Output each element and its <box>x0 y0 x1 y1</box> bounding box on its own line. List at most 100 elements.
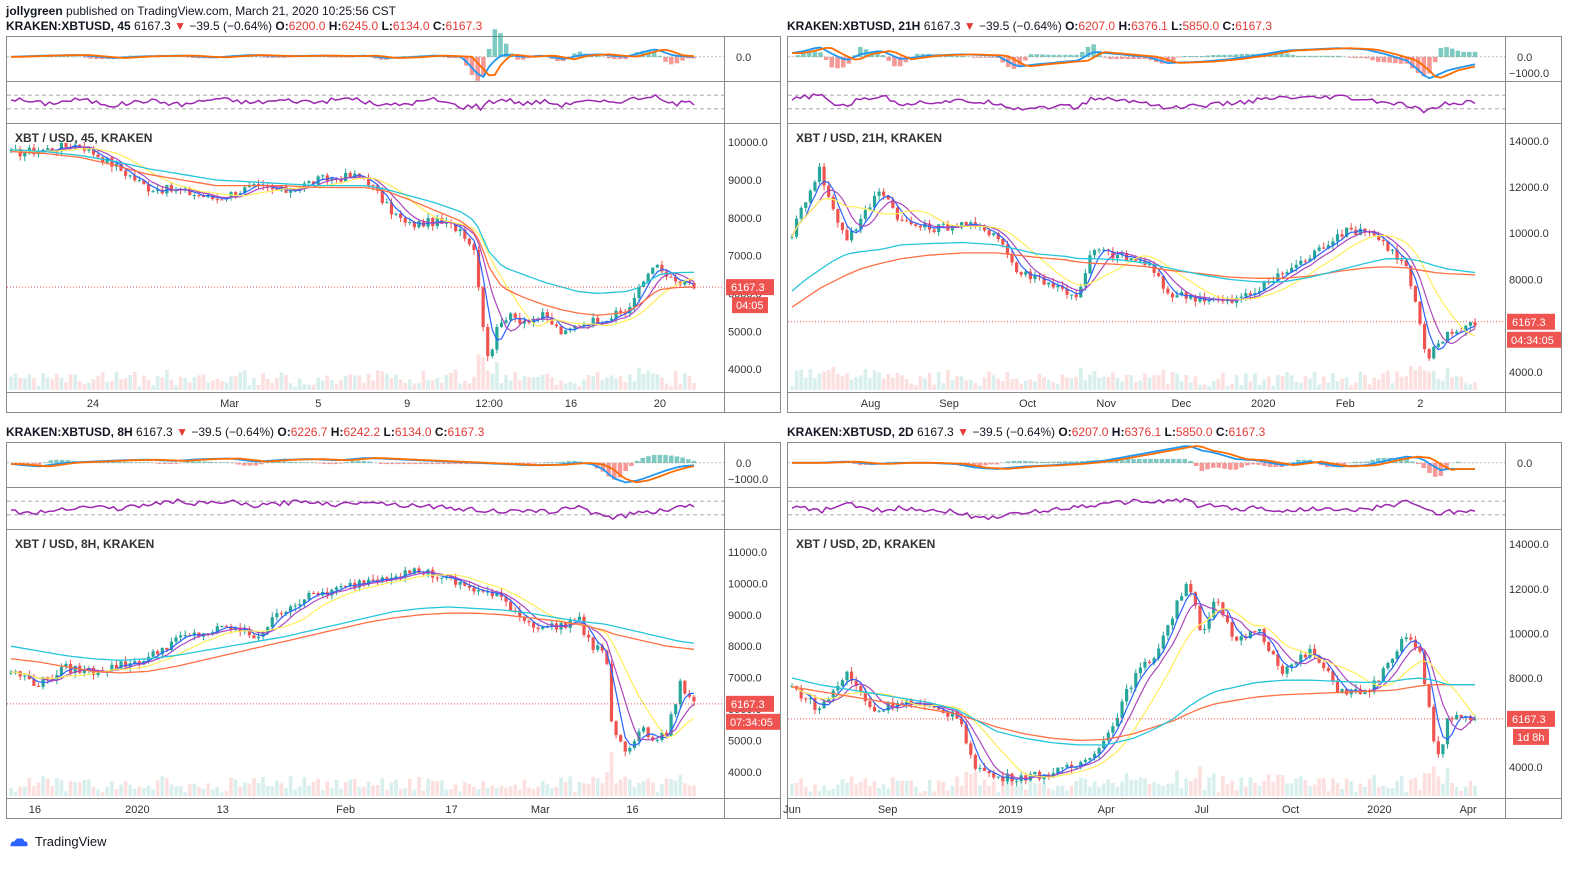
countdown-tag: 04:05 <box>732 297 768 314</box>
price-tag[interactable]: 6167.3 <box>1507 710 1555 727</box>
volume-bar <box>826 370 831 390</box>
volume-bar <box>1450 783 1454 796</box>
chart-panel-br[interactable]: KRAKEN:XBTUSD, 2D 6167.3 ▼ −39.5 (−0.64%… <box>783 425 1563 845</box>
candle-body <box>541 626 545 629</box>
last-price: 6167.3 <box>917 425 954 439</box>
ohlc-value-o: 6207.0 <box>1071 425 1109 439</box>
candle-body <box>1358 228 1362 235</box>
author-name[interactable]: jollygreen <box>6 4 63 18</box>
chart-canvas[interactable]: 14000.012000.010000.08000.06000.04000.0J… <box>783 443 1563 820</box>
chart-canvas[interactable]: 11000.010000.09000.08000.07000.06000.050… <box>7 443 782 820</box>
volume-bar <box>270 382 275 390</box>
chart-frame[interactable]: XBT / USD, 45, KRAKEN 10000.0 9000.0 8000.0… <box>6 29 782 414</box>
candle-body <box>822 166 826 186</box>
volume-bar <box>609 752 614 796</box>
macd-tick-label-2: −1000.0 <box>1509 68 1549 80</box>
candle-body <box>877 191 881 196</box>
volume-bar <box>366 781 371 796</box>
macd-histogram-bar <box>333 462 338 465</box>
candle-body <box>302 599 306 605</box>
volume-bar <box>119 784 123 796</box>
volume-bar <box>421 790 426 796</box>
symbol-name[interactable]: KRAKEN:XBTUSD, 2D <box>787 425 914 439</box>
volume-bar <box>155 780 160 796</box>
price-tag[interactable]: 6167.3 <box>726 279 774 296</box>
macd-histogram-bar <box>1250 462 1256 465</box>
candle-body <box>1473 322 1477 326</box>
symbol-name[interactable]: KRAKEN:XBTUSD, 8H <box>6 425 133 439</box>
candle-body <box>1010 773 1014 782</box>
candle-body <box>660 264 664 272</box>
macd-histogram-bar <box>617 462 623 478</box>
ohlc-value-c: 6167.3 <box>445 19 483 33</box>
macd-histogram-bar <box>663 56 668 62</box>
volume-bar <box>1111 783 1115 796</box>
volume-bar <box>600 380 605 390</box>
volume-bar <box>1046 788 1051 796</box>
macd-histogram-bar <box>1296 459 1301 464</box>
volume-bar <box>508 786 513 796</box>
candle-body <box>137 661 141 665</box>
chart-frame[interactable]: XBT / USD, 8H, KRAKEN 11000.0 10000.0 9000.… <box>6 442 781 819</box>
candle-body <box>1432 346 1436 359</box>
chart-panel-tr[interactable]: KRAKEN:XBTUSD, 21H 6167.3 ▼ −39.5 (−0.64… <box>787 19 1562 439</box>
volume-bar <box>614 378 618 390</box>
candle-body <box>941 223 945 225</box>
candle-body <box>256 184 261 186</box>
candle-body <box>215 626 219 633</box>
macd-histogram-bar <box>469 56 475 76</box>
chart-canvas[interactable]: 10000.09000.08000.07000.06000.05000.0400… <box>7 29 782 414</box>
candle-body <box>914 224 918 226</box>
volume-bar <box>77 381 82 390</box>
ohlc-label-c: C: <box>434 425 448 439</box>
candle-body <box>568 619 572 628</box>
candle-body <box>431 217 435 227</box>
ohlc-label-o: O: <box>1058 425 1072 439</box>
ma-line-fast <box>791 180 1476 351</box>
volume-bar <box>1037 783 1042 796</box>
volume-bar <box>891 777 895 796</box>
macd-histogram-bar <box>1375 56 1381 63</box>
symbol-name[interactable]: KRAKEN:XBTUSD, 21H <box>787 19 921 33</box>
candle-body <box>1418 301 1422 324</box>
volume-bar <box>1019 383 1024 390</box>
candle-body <box>1381 239 1385 242</box>
volume-bar <box>1294 778 1299 796</box>
price-tag[interactable]: 6167.3 <box>726 695 774 712</box>
candle-body <box>1303 654 1307 658</box>
volume-bar <box>950 785 955 796</box>
chart-frame[interactable]: XBT / USD, 21H, KRAKEN 14000.0 12000.0 1000… <box>787 36 1562 413</box>
macd-histogram-bar <box>486 48 492 58</box>
volume-bar <box>403 788 408 796</box>
candle-body <box>651 267 655 274</box>
volume-bar <box>1257 384 1262 390</box>
candle-body <box>124 661 128 667</box>
chart-panel-bl[interactable]: KRAKEN:XBTUSD, 8H 6167.3 ▼ −39.5 (−0.64%… <box>6 425 781 845</box>
volume-bar <box>1161 369 1166 390</box>
volume-bar <box>1166 384 1170 390</box>
volume-bar <box>978 385 982 390</box>
volume-bar <box>1473 785 1477 796</box>
volume-bar <box>923 791 927 796</box>
candle-body <box>1413 286 1418 302</box>
volume-bar <box>137 386 142 390</box>
candle-body <box>1005 244 1010 255</box>
chart-panel-tl[interactable]: KRAKEN:XBTUSD, 45 6167.3 ▼ −39.5 (−0.64%… <box>6 19 781 439</box>
candle-body <box>334 587 339 590</box>
macd-histogram-bar <box>818 52 823 58</box>
candle-body <box>247 628 251 636</box>
chart-canvas[interactable]: 14000.012000.010000.08000.06000.04000.0A… <box>788 37 1563 414</box>
symbol-name[interactable]: KRAKEN:XBTUSD, 45 <box>6 19 131 33</box>
volume-bar <box>586 375 591 390</box>
candle-body <box>454 577 458 585</box>
macd-histogram-bar <box>680 457 685 464</box>
candle-body <box>1065 288 1069 295</box>
tradingview-footer[interactable]: TradingView <box>8 834 107 849</box>
macd-histogram-bar <box>1216 462 1222 468</box>
candle-body <box>1409 637 1413 640</box>
chart-frame[interactable]: XBT / USD, 2D, KRAKEN 14000.0 12000.0 10000… <box>783 442 1563 820</box>
price-tag[interactable]: 6167.3 <box>1507 313 1555 330</box>
volume-bar <box>836 784 840 796</box>
macd-histogram-bar <box>168 462 173 465</box>
candle-body <box>891 702 895 709</box>
